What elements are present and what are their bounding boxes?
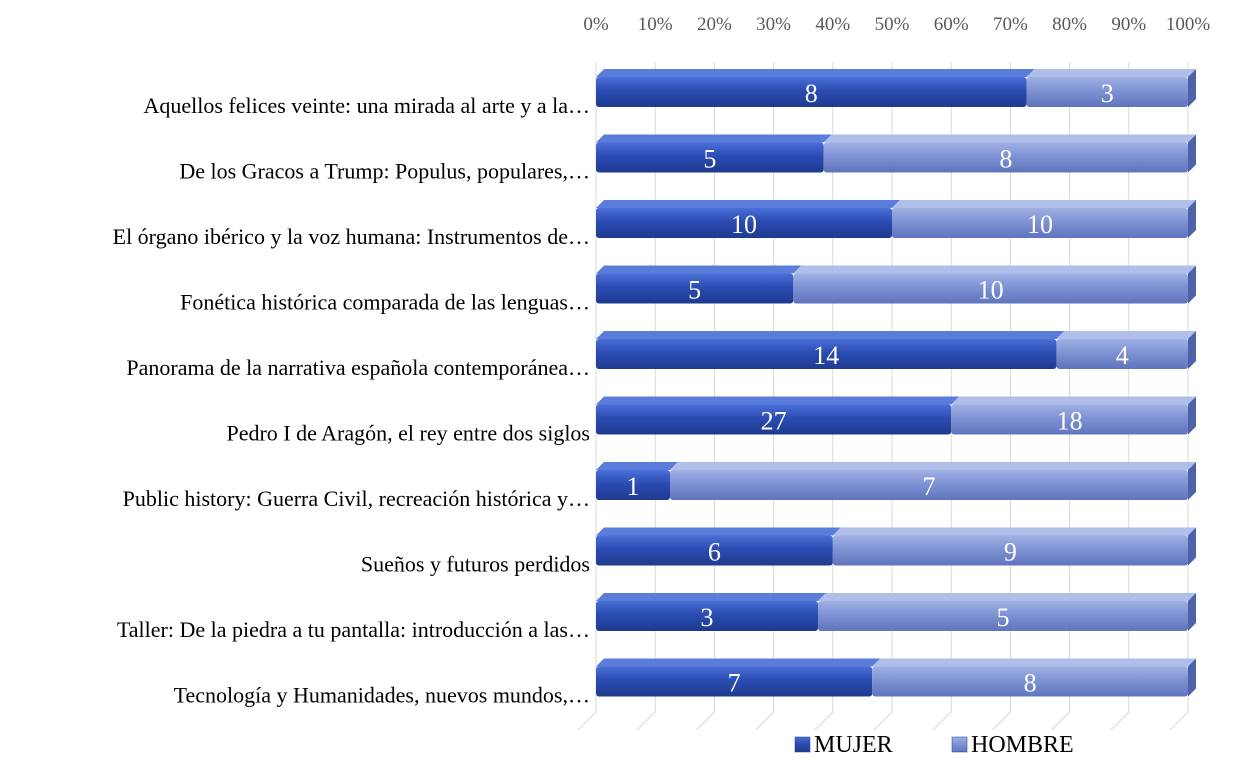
x-tick-label: 30% [756, 14, 791, 35]
bar-segment-hombre [892, 200, 1196, 238]
x-tick-label: 10% [638, 14, 673, 35]
bar-segment-hombre [1026, 69, 1196, 107]
legend: MUJER HOMBRE [794, 732, 1074, 758]
legend-item-hombre: HOMBRE [951, 732, 1074, 758]
bar-segment-hombre [818, 593, 1196, 631]
category-label: Public history: Guerra Civil, recreación… [123, 486, 590, 511]
data-label: 14 [813, 341, 839, 370]
bar-segment-hombre [872, 658, 1196, 697]
legend-item-mujer: MUJER [794, 732, 893, 758]
bar-segment-mujer [596, 69, 1035, 107]
data-label: 1 [627, 472, 640, 501]
legend-label: MUJER [814, 732, 893, 758]
category-labels: Aquellos felices veinte: una mirada al a… [113, 93, 590, 708]
data-label: 10 [731, 210, 757, 239]
data-label: 7 [923, 472, 936, 501]
bars: 8 3 5 8 10 10 5 10 14 4 27 18 1 7 6 9 3 5 7 8 [596, 69, 1196, 698]
data-label: 7 [728, 669, 741, 698]
category-label: Aquellos felices veinte: una mirada al a… [143, 93, 590, 118]
x-tick-label: 70% [993, 14, 1028, 35]
bar-segment-mujer [596, 331, 1065, 369]
legend-label: HOMBRE [971, 732, 1074, 758]
data-label: 4 [1116, 341, 1129, 370]
bar-segment-hombre [670, 462, 1196, 500]
bar-segment-mujer [596, 396, 960, 435]
x-tick-label: 0% [583, 14, 609, 35]
data-label: 10 [978, 276, 1004, 305]
bar-segment-hombre [1056, 331, 1196, 369]
bar-segment-mujer [596, 134, 832, 173]
x-axis-ticks: 0% 10% 20% 30% 40% 50% 60% 70% 80% 90% 100% [583, 14, 1210, 35]
x-tick-label: 50% [875, 14, 910, 35]
legend-swatch [951, 736, 968, 753]
legend-swatch [794, 736, 811, 753]
category-label: Pedro I de Aragón, el rey entre dos sigl… [226, 421, 590, 446]
data-label: 18 [1057, 407, 1083, 436]
x-tick-label: 100% [1166, 14, 1211, 35]
data-label: 27 [761, 407, 787, 436]
x-tick-label: 40% [815, 14, 850, 35]
category-label: Sueños y futuros perdidos [361, 552, 590, 577]
data-label: 3 [1101, 79, 1114, 108]
category-label: Taller: De la piedra a tu pantalla: intr… [117, 617, 590, 642]
bar-segment-hombre [951, 396, 1196, 435]
category-label: Panorama de la narrativa española contem… [126, 355, 590, 380]
bar-segment-mujer [596, 462, 678, 500]
x-tick-label: 90% [1111, 14, 1146, 35]
bar-segment-mujer [596, 527, 841, 566]
bar-segment-hombre [832, 527, 1196, 566]
x-tick-label: 60% [934, 14, 969, 35]
x-tick-label: 20% [697, 14, 732, 35]
data-label: 3 [701, 603, 714, 632]
data-label: 6 [708, 538, 721, 567]
bar-segment-mujer [596, 593, 826, 631]
data-label: 8 [1024, 669, 1037, 698]
data-label: 5 [703, 145, 716, 174]
category-label: Fonética histórica comparada de las leng… [180, 290, 590, 315]
category-label: El órgano ibérico y la voz humana: Instr… [113, 224, 590, 249]
x-tick-label: 80% [1052, 14, 1087, 35]
category-label: Tecnología y Humanidades, nuevos mundos,… [174, 683, 590, 708]
bar-segment-mujer [596, 265, 802, 304]
data-label: 10 [1027, 210, 1053, 239]
bar-segment-hombre [823, 134, 1196, 173]
bar-segment-mujer [596, 200, 900, 238]
data-label: 5 [688, 276, 701, 305]
data-label: 8 [999, 145, 1012, 174]
data-label: 5 [997, 603, 1010, 632]
bar-segment-hombre [793, 265, 1196, 304]
bar-segment-mujer [596, 658, 881, 697]
data-label: 8 [805, 79, 818, 108]
category-label: De los Gracos a Trump: Populus, populare… [179, 159, 590, 184]
data-label: 9 [1004, 538, 1017, 567]
